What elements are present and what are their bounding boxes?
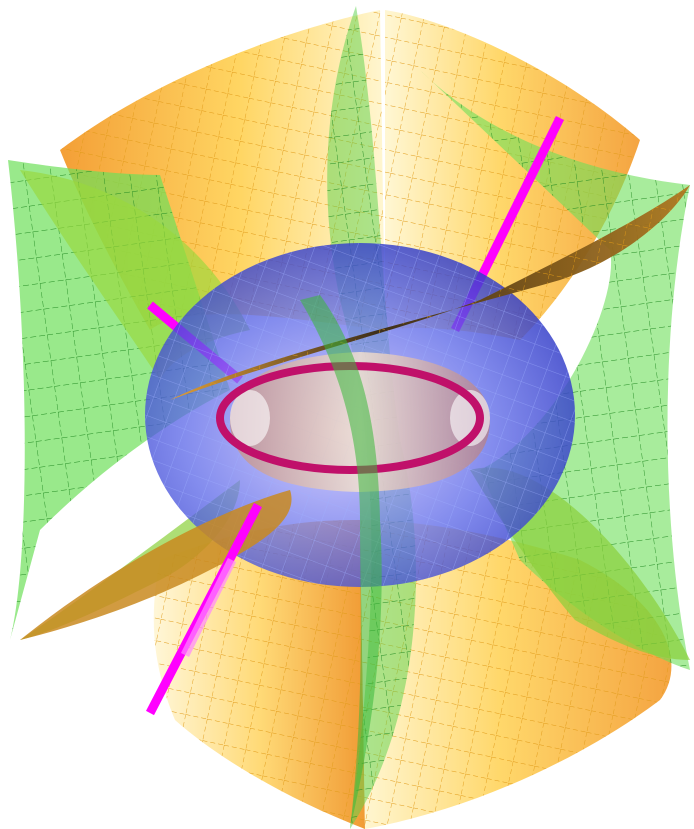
orange-saddle-front	[20, 185, 690, 640]
blue-torus	[145, 243, 575, 587]
green-front-strip	[300, 295, 382, 829]
green-half-plane	[8, 6, 690, 829]
magenta-axis-line-front	[146, 502, 262, 716]
